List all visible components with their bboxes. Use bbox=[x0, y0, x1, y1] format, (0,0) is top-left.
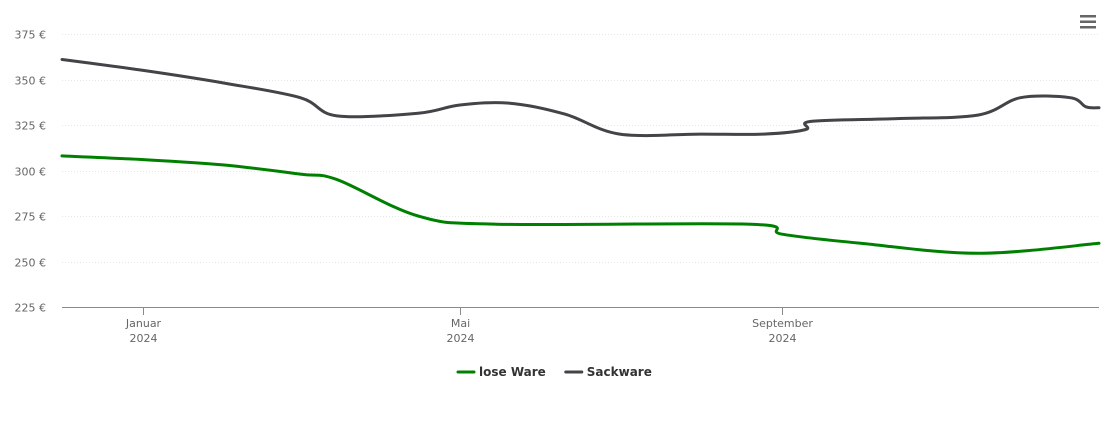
x-tick-label-year: 2024 bbox=[447, 332, 475, 345]
legend: lose Ware Sackware bbox=[456, 365, 652, 379]
y-tick-label: 325 € bbox=[15, 120, 47, 133]
series-line bbox=[60, 154, 1101, 255]
grid-lines bbox=[62, 34, 1099, 263]
x-tick-label-year: 2024 bbox=[130, 332, 158, 345]
hamburger-menu-icon bbox=[1080, 15, 1096, 29]
chart-menu-button[interactable] bbox=[1078, 14, 1098, 30]
series-line bbox=[60, 58, 1101, 138]
legend-item[interactable]: Sackware bbox=[564, 365, 652, 379]
series-lines bbox=[60, 58, 1101, 255]
y-tick-label: 250 € bbox=[15, 257, 47, 270]
legend-label: Sackware bbox=[587, 365, 652, 379]
y-tick-label: 350 € bbox=[15, 75, 47, 88]
x-axis-ticks: Januar 2024 Mai 2024 September 2024 bbox=[125, 307, 813, 345]
x-tick-label-month: Januar bbox=[125, 317, 162, 330]
y-axis-labels: 225 € 250 € 275 € 300 € 325 € 350 € 375 € bbox=[15, 29, 47, 315]
x-tick-label-year: 2024 bbox=[769, 332, 797, 345]
y-tick-label: 275 € bbox=[15, 211, 47, 224]
y-tick-label: 375 € bbox=[15, 29, 47, 42]
legend-label: lose Ware bbox=[479, 365, 546, 379]
legend-item[interactable]: lose Ware bbox=[456, 365, 546, 379]
x-tick-label-month: September bbox=[752, 317, 813, 330]
x-tick-label-month: Mai bbox=[451, 317, 470, 330]
y-tick-label: 300 € bbox=[15, 166, 47, 179]
y-tick-label: 225 € bbox=[15, 302, 47, 315]
